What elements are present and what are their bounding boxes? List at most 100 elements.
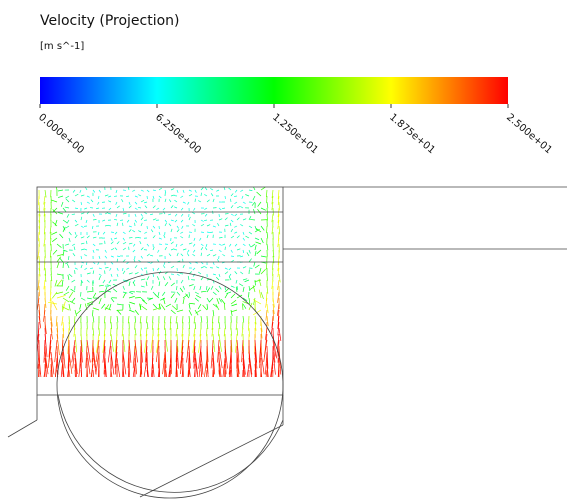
vector <box>188 216 191 221</box>
vector <box>230 333 233 353</box>
vector <box>110 351 115 375</box>
vector <box>168 363 172 377</box>
vector <box>114 351 118 375</box>
vector <box>169 315 172 324</box>
vector <box>71 297 76 303</box>
vector <box>110 241 114 245</box>
vector <box>230 213 234 216</box>
vector <box>254 228 260 233</box>
vector <box>182 363 184 377</box>
vector <box>114 345 118 369</box>
vector <box>168 223 172 227</box>
vector <box>266 243 269 251</box>
vector <box>170 205 174 209</box>
vector <box>140 278 146 281</box>
vector <box>104 287 108 293</box>
vector <box>240 224 244 227</box>
vector <box>158 231 161 235</box>
vector <box>140 247 144 251</box>
vector <box>189 302 196 305</box>
vector <box>229 243 232 247</box>
vector <box>56 273 63 276</box>
vector <box>122 357 124 377</box>
vector <box>278 225 281 235</box>
vector <box>125 195 130 198</box>
vector <box>44 297 47 309</box>
vector <box>62 321 65 332</box>
vector <box>86 351 91 375</box>
vector <box>215 304 220 311</box>
vector <box>109 267 112 271</box>
vector <box>248 297 251 305</box>
vector <box>192 249 196 253</box>
vector <box>240 189 244 192</box>
vector <box>218 363 221 377</box>
vector <box>140 255 143 259</box>
vector <box>224 363 226 377</box>
vector <box>156 267 160 271</box>
vector <box>62 250 65 257</box>
vector <box>116 315 119 323</box>
vector <box>164 321 166 330</box>
vector <box>277 195 280 206</box>
vector <box>56 243 62 248</box>
vector <box>151 357 154 377</box>
vector <box>86 279 90 283</box>
vector <box>265 261 268 270</box>
vector <box>110 255 114 258</box>
vector <box>254 225 257 231</box>
vector <box>203 219 208 222</box>
vector <box>260 291 264 300</box>
vector <box>222 254 226 257</box>
vector <box>257 208 262 215</box>
vector <box>182 189 185 193</box>
vector <box>206 253 211 257</box>
vector <box>277 189 280 199</box>
vector <box>146 243 150 247</box>
vector <box>71 213 76 215</box>
vector <box>38 225 40 235</box>
vector <box>44 351 49 375</box>
vector <box>56 333 60 356</box>
vector <box>164 246 167 251</box>
vector <box>52 249 58 255</box>
vector <box>176 273 180 276</box>
vector <box>145 281 148 287</box>
vector <box>140 339 143 363</box>
vector <box>200 252 202 257</box>
vector <box>114 231 118 235</box>
vector <box>92 351 97 375</box>
vector <box>112 288 118 293</box>
vector <box>248 243 252 248</box>
vector <box>66 213 70 218</box>
vector <box>176 229 180 233</box>
vector <box>230 255 235 257</box>
vector <box>38 255 41 265</box>
vector <box>204 213 208 217</box>
vector <box>193 237 196 241</box>
vector <box>212 363 214 377</box>
vector <box>265 309 268 321</box>
vector <box>97 231 100 235</box>
vector <box>152 363 155 377</box>
vector <box>86 240 88 245</box>
vector <box>188 369 190 377</box>
vector <box>98 267 102 270</box>
vector <box>139 369 142 377</box>
vector <box>140 200 145 203</box>
vector <box>218 237 223 239</box>
vector <box>200 223 205 227</box>
vector <box>142 299 148 305</box>
vector <box>241 339 244 363</box>
vector <box>173 248 178 251</box>
vector <box>171 305 178 311</box>
vector <box>235 321 238 330</box>
vector <box>144 333 148 353</box>
vector <box>122 285 125 290</box>
vector <box>102 279 106 284</box>
vector <box>122 333 126 353</box>
vector <box>278 273 281 283</box>
vector <box>129 301 136 305</box>
vector <box>43 225 46 235</box>
vector <box>139 327 142 337</box>
